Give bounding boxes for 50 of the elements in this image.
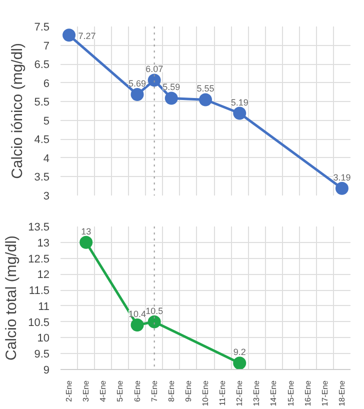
y-tick-label: 10	[37, 332, 50, 345]
x-tick-label: 7-Ene	[150, 380, 159, 402]
y-tick-label: 12	[37, 269, 50, 282]
data-label: 6.07	[146, 64, 164, 74]
y-tick-label: 4	[43, 152, 50, 165]
data-label: 5.69	[128, 78, 146, 88]
y-tick-label: 13	[37, 237, 50, 250]
data-label: 13	[81, 226, 92, 236]
x-tick-label: 14-Ene	[269, 380, 278, 406]
data-label: 5.19	[230, 97, 248, 108]
x-tick-label: 13-Ene	[252, 380, 262, 406]
x-tick-label: 8-Ene	[166, 380, 176, 402]
y-tick-label: 7.5	[34, 22, 50, 34]
y-tick-label: 5.5	[34, 96, 50, 109]
y-tick-label: 7	[43, 40, 50, 52]
x-tick-label: 15-Ene	[286, 380, 296, 406]
y-tick-label: 11	[38, 300, 50, 313]
x-tick-label: 10-Ene	[201, 380, 210, 406]
data-label: 9.2	[233, 347, 246, 358]
y-tick-label: 12.5	[28, 253, 50, 266]
x-tick-label: 11-Ene	[218, 380, 228, 406]
y-axis-title: Calcio total (mg/dl)	[3, 235, 20, 361]
x-tick-label: 17-Ene	[320, 380, 330, 406]
y-axis-title: Calcio iónico (mg/dl)	[9, 43, 26, 179]
x-tick-label: 18-Ene	[337, 380, 346, 406]
y-tick-label: 3	[43, 190, 50, 202]
data-label: 5.59	[162, 82, 180, 92]
y-tick-label: 9	[43, 364, 50, 376]
x-tick-label: 4-Ene	[98, 380, 108, 402]
y-tick-label: 6	[43, 78, 50, 90]
x-tick-label: 12-Ene	[235, 380, 244, 406]
x-tick-label: 16-Ene	[303, 380, 312, 406]
data-label: 10.5	[146, 306, 164, 316]
y-tick-label: 6.5	[34, 59, 50, 72]
y-tick-label: 9.5	[34, 348, 50, 361]
x-tick-label: 9-Ene	[184, 380, 193, 402]
y-tick-label: 4.5	[34, 134, 50, 146]
data-label: 10.4	[128, 309, 146, 320]
x-tick-label: 3-Ene	[82, 380, 91, 402]
data-label: 3.19	[333, 172, 351, 182]
y-tick-label: 13.5	[28, 222, 50, 234]
y-tick-label: 3.5	[34, 172, 50, 184]
x-tick-label: 2-Ene	[64, 380, 74, 402]
data-label: 7.27	[78, 31, 96, 42]
y-tick-label: 11.5	[28, 285, 50, 298]
data-label: 5.55	[196, 84, 214, 94]
y-tick-label: 5	[43, 115, 50, 128]
y-tick-label: 10.5	[28, 316, 50, 329]
x-tick-label: 6-Ene	[132, 380, 142, 402]
x-tick-label: 5-Ene	[116, 380, 125, 402]
